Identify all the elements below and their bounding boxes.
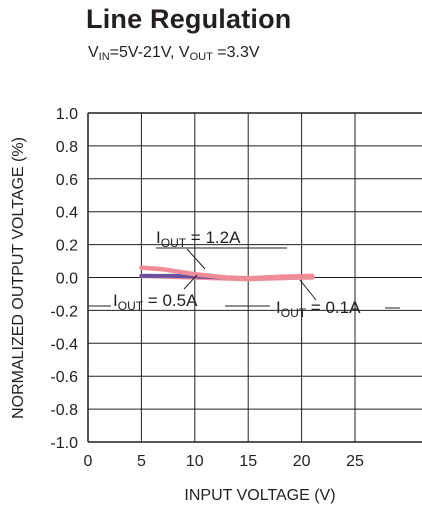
x-tick-label-3: 15 xyxy=(239,453,257,470)
chart-title: Line Regulation xyxy=(86,4,292,34)
x-axis-label: INPUT VOLTAGE (V) xyxy=(184,487,335,504)
annotation-leader-1c xyxy=(183,274,198,290)
annotation-label-0: IOUT = 1.2A xyxy=(156,228,241,250)
y-tick-label-1: 0.8 xyxy=(56,139,78,156)
vin-range: =5V-21V, xyxy=(109,44,179,61)
vout-subscript: OUT xyxy=(189,51,213,63)
y-tick-label-5: 0.0 xyxy=(56,271,78,288)
y-axis-label: NORMALIZED OUTPUT VOLTAGE (%) xyxy=(10,137,27,419)
vin-subscript: IN xyxy=(98,51,110,63)
x-tick-label-1: 5 xyxy=(137,453,146,470)
vout-value: =3.3V xyxy=(212,44,260,61)
y-tick-label-8: -0.6 xyxy=(50,369,78,386)
y-tick-label-0: 1.0 xyxy=(56,106,78,123)
y-tick-label-3: 0.4 xyxy=(56,205,78,222)
chart-subtitle: VIN=5V-21V, VOUT =3.3V xyxy=(88,44,260,63)
annotation-leader-2b xyxy=(299,279,317,301)
annotation-label-1: IOUT = 0.5A xyxy=(113,291,198,313)
annotation-leader-0b xyxy=(186,248,206,270)
vin-symbol: V xyxy=(88,44,99,61)
series-line-2 xyxy=(139,265,315,281)
x-tick-label-2: 10 xyxy=(186,453,204,470)
y-tick-label-6: -0.2 xyxy=(50,303,78,320)
y-tick-label-7: -0.4 xyxy=(50,336,78,353)
y-tick-label-10: -1.0 xyxy=(50,435,78,452)
x-tick-label-0: 0 xyxy=(84,453,93,470)
annotation-label-2: IOUT = 0.1A xyxy=(276,298,361,320)
x-tick-label-4: 20 xyxy=(293,453,311,470)
vout-symbol: V xyxy=(178,44,190,61)
y-tick-label-2: 0.6 xyxy=(56,172,78,189)
y-tick-label-9: -0.8 xyxy=(50,402,78,419)
x-tick-label-5: 25 xyxy=(346,453,364,470)
y-tick-label-4: 0.2 xyxy=(56,238,78,255)
